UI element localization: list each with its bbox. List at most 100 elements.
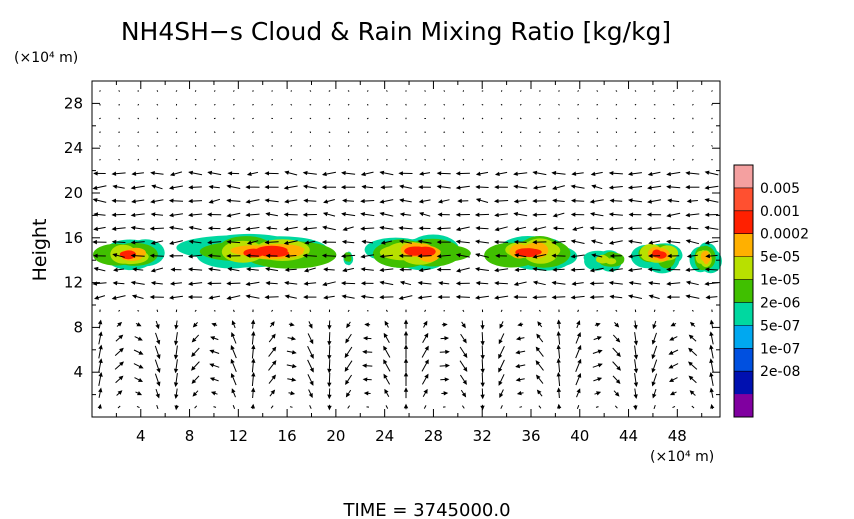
wind-arrowhead <box>494 185 499 190</box>
wind-arrowhead <box>322 225 327 230</box>
wind-arrowhead <box>532 185 538 190</box>
wind-vector <box>691 405 695 409</box>
wind-arrowhead <box>608 226 614 231</box>
wind-vector <box>500 103 503 106</box>
wind-arrowhead <box>666 281 671 286</box>
wind-arrowhead <box>264 171 269 176</box>
wind-arrowhead <box>149 294 155 300</box>
wind-arrowhead <box>362 363 367 368</box>
wind-arrowhead <box>284 170 290 175</box>
wind-vector <box>672 405 676 409</box>
wind-arrowhead <box>627 198 633 203</box>
wind-arrowhead <box>226 295 232 300</box>
wind-arrowhead <box>513 171 518 176</box>
wind-arrowhead <box>666 267 671 272</box>
wind-vector <box>328 131 331 133</box>
wind-vector <box>653 131 656 134</box>
wind-arrowhead <box>230 358 235 364</box>
wind-arrowhead <box>436 226 442 231</box>
wind-vector <box>424 103 426 106</box>
wind-arrowhead <box>648 253 653 259</box>
wind-arrowhead <box>436 267 442 272</box>
wind-vector <box>519 90 522 92</box>
wind-arrowhead <box>155 324 160 330</box>
colorbar-swatch <box>734 165 753 189</box>
wind-arrowhead <box>149 226 155 231</box>
wind-arrowhead <box>360 171 366 177</box>
wind-arrowhead <box>461 392 467 398</box>
wind-vector <box>175 145 178 147</box>
wind-arrowhead <box>480 341 485 346</box>
wind-arrowhead <box>608 280 614 286</box>
wind-arrowhead <box>323 295 329 300</box>
wind-arrowhead <box>283 212 289 217</box>
wind-arrowhead <box>652 393 657 399</box>
wind-arrowhead <box>475 198 481 203</box>
wind-arrowhead <box>552 213 558 218</box>
wind-vector <box>443 103 446 106</box>
wind-arrowhead <box>383 332 388 338</box>
wind-arrowhead <box>532 226 538 232</box>
wind-arrowhead <box>251 344 256 350</box>
wind-arrowhead <box>327 355 332 360</box>
wind-arrowhead <box>270 389 276 395</box>
wind-arrowhead <box>419 211 424 217</box>
wind-vector <box>692 103 694 106</box>
wind-arrowhead <box>360 267 366 272</box>
wind-vector <box>290 158 293 161</box>
wind-arrowhead <box>709 387 714 393</box>
wind-vector <box>711 103 713 106</box>
wind-arrowhead <box>362 377 368 382</box>
wind-arrowhead <box>689 321 695 327</box>
wind-arrowhead <box>633 340 638 346</box>
wind-vector <box>328 145 331 147</box>
wind-arrowhead <box>379 170 385 175</box>
wind-vector <box>596 131 599 134</box>
wind-arrowhead <box>271 333 276 339</box>
wind-arrowhead <box>111 212 117 217</box>
wind-arrowhead <box>648 240 654 245</box>
wind-arrowhead <box>423 320 428 326</box>
wind-arrowhead <box>98 371 103 377</box>
wind-arrowhead <box>666 184 671 190</box>
wind-arrowhead <box>513 281 519 287</box>
wind-arrowhead <box>424 345 429 351</box>
wind-vector <box>366 158 369 161</box>
wind-vector <box>289 406 293 408</box>
wind-arrowhead <box>264 184 269 190</box>
wind-arrowhead <box>111 295 117 300</box>
wind-arrowhead <box>211 322 217 327</box>
wind-vector <box>252 117 254 120</box>
wind-arrowhead <box>399 184 404 189</box>
wind-vector <box>691 145 694 147</box>
wind-arrowhead <box>245 281 251 287</box>
wind-arrowhead <box>130 240 136 245</box>
wind-arrowhead <box>340 253 346 259</box>
wind-vector <box>577 145 580 147</box>
wind-arrowhead <box>150 240 156 245</box>
wind-vector <box>634 145 637 147</box>
wind-vector <box>461 405 465 409</box>
wind-arrowhead <box>589 211 595 217</box>
wind-vector <box>519 117 522 120</box>
wind-vector <box>653 90 656 92</box>
wind-arrowhead <box>98 344 103 350</box>
wind-arrowhead <box>92 185 98 190</box>
wind-vector <box>213 145 216 147</box>
wind-vector <box>653 404 656 410</box>
wind-arrowhead <box>284 280 289 286</box>
wind-arrowhead <box>245 294 251 299</box>
wind-arrowhead <box>608 212 614 217</box>
wind-arrowhead <box>192 322 198 328</box>
wind-arrowhead <box>589 281 595 286</box>
wind-arrowhead <box>209 377 215 382</box>
wind-arrowhead <box>137 336 143 341</box>
wind-arrowhead <box>227 171 233 176</box>
wind-vector <box>99 158 101 161</box>
wind-arrowhead <box>419 171 424 176</box>
wind-vector <box>443 90 446 92</box>
wind-arrowhead <box>709 319 715 325</box>
wind-arrowhead <box>207 212 212 217</box>
wind-arrowhead <box>646 212 652 217</box>
wind-arrowhead <box>480 405 485 411</box>
